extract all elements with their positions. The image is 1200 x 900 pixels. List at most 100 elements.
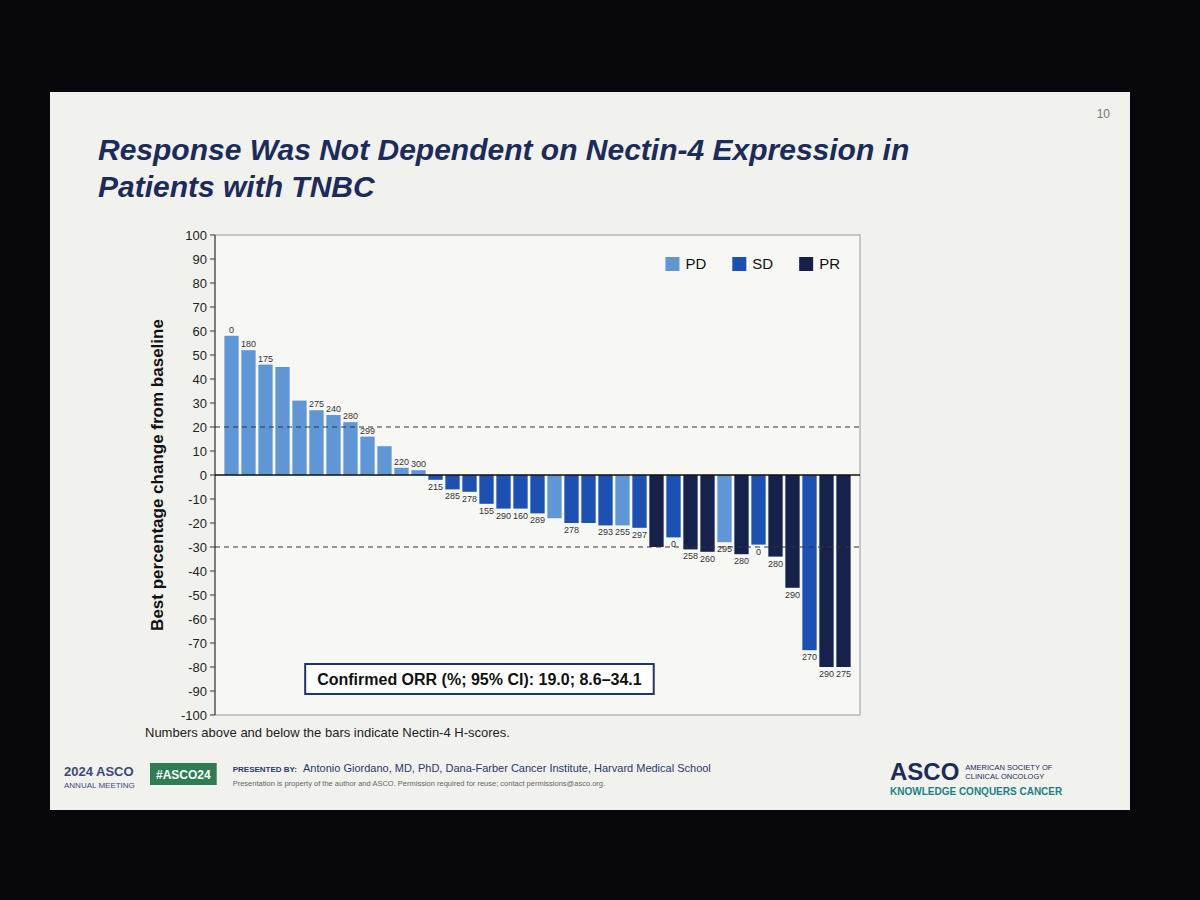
- h-score-label: 290: [819, 669, 834, 679]
- bar: [598, 475, 612, 525]
- backdrop: [0, 0, 1200, 900]
- h-score-label: 280: [734, 556, 749, 566]
- zero-line: [215, 474, 860, 476]
- bar: [360, 437, 374, 475]
- y-tick: [210, 403, 215, 404]
- legend-label: SD: [752, 255, 773, 272]
- y-tick: [210, 379, 215, 380]
- bar: [581, 475, 595, 523]
- y-tick-label: 20: [193, 420, 207, 435]
- title-line: Response Was Not Dependent on Nectin-4 E…: [98, 133, 909, 166]
- y-tick-label: 40: [193, 372, 207, 387]
- h-score-label: 275: [836, 669, 851, 679]
- y-tick: [210, 259, 215, 260]
- bar: [717, 475, 731, 542]
- legend: PDSDPR: [665, 255, 840, 272]
- bar: [785, 475, 799, 588]
- y-tick-label: 0: [200, 468, 207, 483]
- h-score-label: 290: [496, 511, 511, 521]
- y-tick-label: 90: [193, 252, 207, 267]
- bar: [768, 475, 782, 557]
- legend-swatch: [665, 257, 679, 271]
- copyright: Presentation is property of the author a…: [233, 779, 605, 788]
- y-tick: [210, 667, 215, 668]
- bar: [377, 446, 391, 475]
- bar: [292, 401, 306, 475]
- chart-title: Response Was Not Dependent on Nectin-4 E…: [98, 133, 909, 203]
- y-tick-label: 50: [193, 348, 207, 363]
- y-tick-label: -40: [188, 564, 207, 579]
- bar: [224, 336, 238, 475]
- h-score-label: 299: [360, 426, 375, 436]
- h-score-label: 0: [756, 547, 761, 557]
- bar: [479, 475, 493, 504]
- y-tick-label: -90: [188, 684, 207, 699]
- y-tick: [210, 499, 215, 500]
- presenter: Antonio Giordano, MD, PhD, Dana-Farber C…: [303, 762, 711, 774]
- bar: [836, 475, 850, 667]
- bar: [275, 367, 289, 475]
- page-number: 10: [1097, 107, 1111, 121]
- h-score-label: 300: [411, 459, 426, 469]
- h-score-label: 293: [598, 527, 613, 537]
- footnote: Numbers above and below the bars indicat…: [145, 725, 510, 740]
- legend-swatch: [799, 257, 813, 271]
- bar: [394, 468, 408, 475]
- annotation-box: [305, 664, 654, 694]
- y-tick-label: -60: [188, 612, 207, 627]
- hashtag-box: [150, 763, 217, 785]
- y-tick-label: -10: [188, 492, 207, 507]
- society-tagline: KNOWLEDGE CONQUERS CANCER: [890, 786, 1063, 797]
- hashtag: #ASCO24: [156, 768, 211, 782]
- h-score-label: 0: [671, 539, 676, 549]
- meeting-logo-sub: ANNUAL MEETING: [64, 781, 135, 790]
- y-tick-label: -100: [181, 708, 207, 723]
- h-score-label: 285: [445, 491, 460, 501]
- bar: [547, 475, 561, 518]
- h-score-label: 289: [530, 515, 545, 525]
- y-tick: [210, 691, 215, 692]
- h-score-label: 180: [241, 339, 256, 349]
- h-score-label: 0: [229, 325, 234, 335]
- bar: [564, 475, 578, 523]
- bar: [241, 350, 255, 475]
- bar: [819, 475, 833, 667]
- bar: [632, 475, 646, 528]
- bar: [462, 475, 476, 492]
- h-score-label: 275: [309, 399, 324, 409]
- h-score-label: 278: [564, 525, 579, 535]
- h-score-label: 280: [768, 559, 783, 569]
- h-score-label: 160: [513, 511, 528, 521]
- y-tick-label: 80: [193, 276, 207, 291]
- bar: [309, 410, 323, 475]
- meeting-logo: 2024 ASCO: [64, 764, 134, 779]
- bar: [615, 475, 629, 525]
- slide: [50, 92, 1130, 810]
- presented-by: PRESENTED BY:: [233, 765, 297, 774]
- y-tick-label: 10: [193, 444, 207, 459]
- y-tick: [210, 331, 215, 332]
- y-tick: [210, 283, 215, 284]
- h-score-label: 255: [615, 527, 630, 537]
- plot-frame: [215, 235, 860, 715]
- h-score-label: 220: [394, 457, 409, 467]
- y-tick: [210, 571, 215, 572]
- bar: [513, 475, 527, 509]
- reference-line: [215, 547, 860, 548]
- bar: [683, 475, 697, 549]
- y-tick-label: 100: [185, 228, 207, 243]
- y-tick-label: 70: [193, 300, 207, 315]
- h-score-label: 175: [258, 354, 273, 364]
- h-score-label: 280: [343, 411, 358, 421]
- y-tick: [210, 715, 215, 716]
- bar: [734, 475, 748, 554]
- legend-label: PR: [819, 255, 840, 272]
- stage: 10 Response Was Not Dependent on Nectin-4…: [0, 0, 1200, 900]
- h-score-label: 295: [717, 544, 732, 554]
- y-tick-label: -80: [188, 660, 207, 675]
- y-tick: [210, 523, 215, 524]
- society-name: AMERICAN SOCIETY OF: [965, 763, 1052, 772]
- y-axis-title: Best percentage change from baseline: [148, 319, 167, 631]
- h-score-label: 270: [802, 652, 817, 662]
- y-tick: [210, 547, 215, 548]
